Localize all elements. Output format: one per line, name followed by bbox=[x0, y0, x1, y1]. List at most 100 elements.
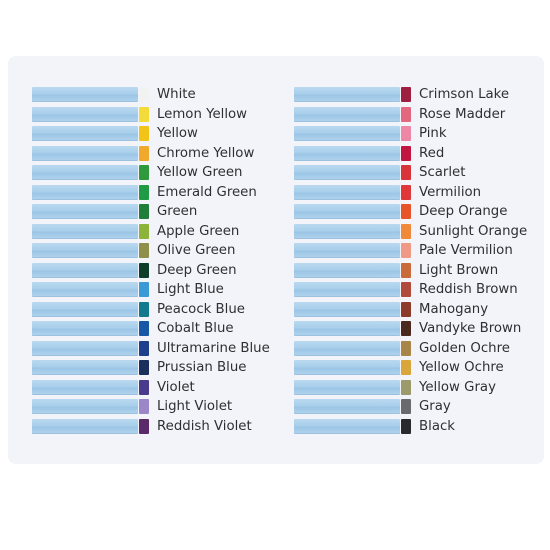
color-row: Deep Orange bbox=[294, 203, 534, 223]
pencil-bar bbox=[294, 262, 400, 278]
color-label: Yellow Green bbox=[157, 165, 243, 180]
pencil-bar bbox=[32, 360, 138, 375]
color-row: Cobalt Blue bbox=[32, 320, 272, 340]
color-row: Deep Green bbox=[32, 262, 272, 282]
pencil-bar bbox=[294, 379, 400, 395]
color-swatch bbox=[139, 321, 149, 336]
pencil-bar bbox=[294, 204, 400, 219]
color-label: Green bbox=[157, 204, 198, 219]
color-label: Gray bbox=[419, 399, 451, 414]
pencil-bar bbox=[294, 223, 400, 239]
pencil-bar bbox=[32, 379, 138, 395]
color-swatch bbox=[139, 340, 149, 356]
pencil-bar bbox=[32, 340, 138, 356]
color-swatch bbox=[139, 282, 149, 297]
color-label: Light Violet bbox=[157, 399, 233, 414]
color-row: Peacock Blue bbox=[32, 301, 272, 321]
color-label: Cobalt Blue bbox=[157, 321, 234, 336]
color-label: Vandyke Brown bbox=[419, 321, 522, 336]
color-row: Rose Madder bbox=[294, 106, 534, 126]
pencil-bar bbox=[294, 399, 400, 414]
color-row: Crimson Lake bbox=[294, 86, 534, 106]
color-swatch bbox=[139, 301, 149, 317]
pencil-bar bbox=[294, 360, 400, 375]
color-row: Yellow Ochre bbox=[294, 359, 534, 379]
pencil-bar bbox=[294, 184, 400, 200]
pencil-bar bbox=[294, 126, 400, 141]
color-swatch bbox=[139, 126, 149, 141]
color-row: Vandyke Brown bbox=[294, 320, 534, 340]
color-row: Lemon Yellow bbox=[32, 106, 272, 126]
color-row: Chrome Yellow bbox=[32, 145, 272, 165]
color-row: Light Blue bbox=[32, 281, 272, 301]
color-swatch bbox=[139, 165, 149, 180]
pencil-bar bbox=[32, 204, 138, 219]
color-label: Pale Vermilion bbox=[419, 243, 513, 258]
color-label: Red bbox=[419, 145, 445, 161]
color-row: Apple Green bbox=[32, 223, 272, 243]
color-label: Prussian Blue bbox=[157, 360, 247, 375]
color-label: Light Blue bbox=[157, 282, 224, 297]
color-label: Yellow Gray bbox=[419, 379, 496, 395]
pencil-bar bbox=[32, 165, 138, 180]
color-label: Lemon Yellow bbox=[157, 106, 248, 122]
color-swatch bbox=[401, 321, 411, 336]
color-row: Green bbox=[32, 203, 272, 223]
color-swatch bbox=[139, 418, 149, 434]
pencil-bar bbox=[32, 145, 138, 161]
color-label: Rose Madder bbox=[419, 106, 506, 122]
pencil-bar bbox=[294, 321, 400, 336]
color-label: Yellow bbox=[157, 126, 198, 141]
color-row: Gray bbox=[294, 398, 534, 418]
color-label: Vermilion bbox=[419, 184, 482, 200]
color-swatch bbox=[401, 282, 411, 297]
pencil-bar bbox=[32, 399, 138, 414]
color-swatch bbox=[139, 360, 149, 375]
pencil-bar bbox=[294, 418, 400, 434]
pencil-bar bbox=[294, 106, 400, 122]
pencil-bar bbox=[32, 87, 138, 102]
color-swatch bbox=[401, 165, 411, 180]
color-row: Yellow bbox=[32, 125, 272, 145]
color-row: Light Brown bbox=[294, 262, 534, 282]
color-label: Mahogany bbox=[419, 301, 489, 317]
pencil-bar bbox=[32, 418, 138, 434]
color-label: Chrome Yellow bbox=[157, 145, 255, 161]
color-swatch bbox=[139, 204, 149, 219]
color-swatch bbox=[139, 145, 149, 161]
color-label: Scarlet bbox=[419, 165, 466, 180]
color-swatch bbox=[401, 340, 411, 356]
color-swatch bbox=[401, 360, 411, 375]
color-chart-card: White Lemon Yellow Yellow Chrome Yellow Yell… bbox=[8, 56, 544, 464]
color-row: Reddish Violet bbox=[32, 418, 272, 438]
color-row: Pale Vermilion bbox=[294, 242, 534, 262]
color-row: Violet bbox=[32, 379, 272, 399]
color-swatch bbox=[401, 126, 411, 141]
pencil-bar bbox=[294, 340, 400, 356]
pencil-bar bbox=[32, 126, 138, 141]
color-swatch bbox=[401, 262, 411, 278]
pencil-bar bbox=[32, 184, 138, 200]
color-column-right: Crimson Lake Rose Madder Pink Red Scarlet Ver… bbox=[294, 86, 534, 437]
color-column-left: White Lemon Yellow Yellow Chrome Yellow Yell… bbox=[32, 86, 272, 437]
color-label: Crimson Lake bbox=[419, 87, 510, 102]
color-row: Prussian Blue bbox=[32, 359, 272, 379]
color-swatch bbox=[401, 418, 411, 434]
color-row: Red bbox=[294, 145, 534, 165]
color-row: Golden Ochre bbox=[294, 340, 534, 360]
color-label: Olive Green bbox=[157, 243, 236, 258]
color-swatch bbox=[401, 145, 411, 161]
color-label: Peacock Blue bbox=[157, 301, 245, 317]
pencil-bar bbox=[32, 243, 138, 258]
color-swatch bbox=[401, 243, 411, 258]
pencil-bar bbox=[32, 106, 138, 122]
color-swatch bbox=[401, 399, 411, 414]
color-label: Deep Orange bbox=[419, 204, 508, 219]
color-label: Ultramarine Blue bbox=[157, 340, 270, 356]
color-label: Deep Green bbox=[157, 262, 237, 278]
color-row: Pink bbox=[294, 125, 534, 145]
color-swatch bbox=[139, 262, 149, 278]
pencil-bar bbox=[32, 301, 138, 317]
color-label: Violet bbox=[157, 379, 195, 395]
color-row: Yellow Green bbox=[32, 164, 272, 184]
